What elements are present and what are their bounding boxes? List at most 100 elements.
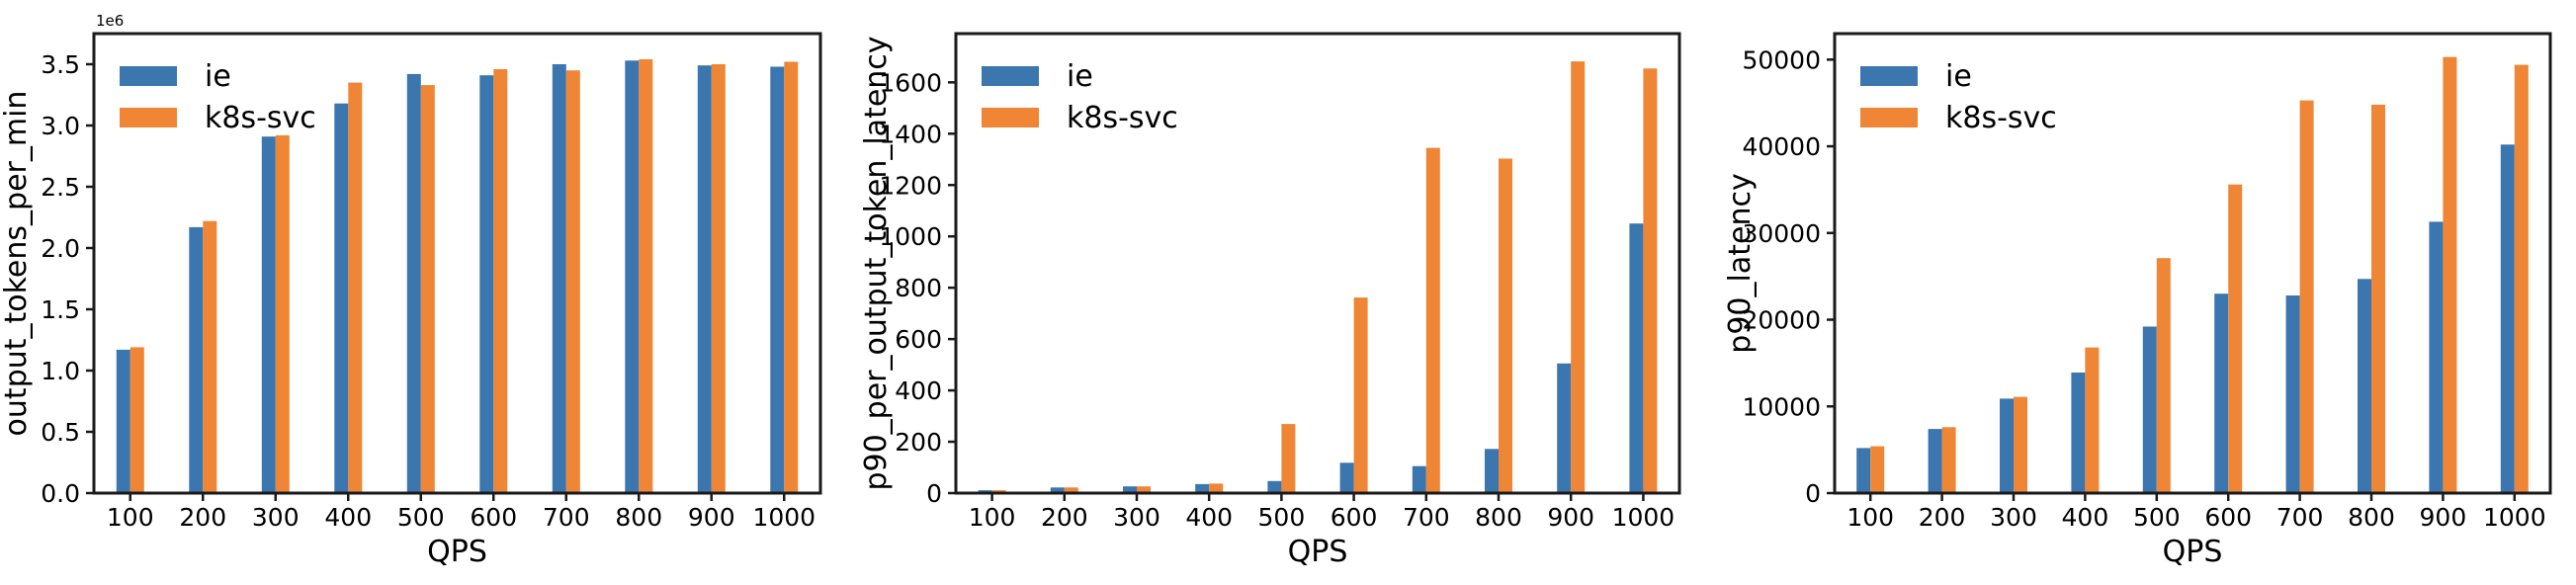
- y-tick-label: 600: [895, 325, 942, 354]
- bar-ie-qps-500: [1267, 480, 1282, 493]
- y-axis-offset-label: 1e6: [96, 12, 124, 30]
- bar-ie-qps-200: [1928, 429, 1942, 493]
- legend-label-ie: ie: [205, 59, 231, 94]
- bar-ie-qps-700: [1412, 465, 1426, 493]
- chart-panel-p90-latency: 0 10000 20000 30000 40000 50000 100 200 300 400 50…: [1717, 0, 2576, 585]
- bar-k8s-svc-qps-1000: [2514, 64, 2529, 493]
- y-tick-label: 50000: [1742, 45, 1821, 74]
- bar-ie-qps-800: [2358, 279, 2371, 493]
- bar-k8s-svc-qps-600: [1353, 297, 1368, 493]
- y-tick-label: 1600: [879, 68, 942, 97]
- bar-ie-qps-900: [697, 65, 712, 493]
- y-axis-label: output_tokens_per_min: [0, 91, 34, 437]
- y-tick-label: 10000: [1742, 392, 1821, 421]
- bar-k8s-svc-qps-1000: [1643, 68, 1658, 494]
- bar-ie-qps-1000: [1629, 223, 1644, 493]
- y-tick-label: 0.0: [41, 479, 80, 508]
- legend-swatch-ie: [1860, 66, 1918, 86]
- bar-ie-qps-500: [406, 73, 421, 494]
- y-tick-label: 0.5: [41, 418, 80, 447]
- bar-k8s-svc-qps-1000: [784, 61, 799, 493]
- bar-k8s-svc-qps-200: [203, 220, 217, 493]
- bar-k8s-svc-qps-800: [639, 59, 653, 493]
- y-tick-label: 2.0: [41, 234, 80, 263]
- x-tick-label: 700: [1403, 503, 1450, 532]
- x-tick-label: 100: [107, 503, 154, 532]
- x-axis-label: QPS: [2163, 535, 2223, 569]
- bar-ie-qps-400: [334, 103, 349, 493]
- x-axis-label: QPS: [1288, 535, 1348, 569]
- x-tick-label: 1000: [1612, 503, 1675, 532]
- y-tick-label: 1400: [879, 120, 942, 148]
- axes-spines: [92, 32, 822, 495]
- x-tick-label: 500: [397, 503, 445, 532]
- legend-swatch-k8s-svc: [120, 108, 177, 127]
- x-tick-label: 500: [1258, 503, 1306, 532]
- bar-ie-qps-700: [552, 64, 566, 493]
- legend-label-ie: ie: [1945, 59, 1972, 94]
- legend-swatch-ie: [120, 66, 177, 86]
- axes-spines: [1833, 32, 2552, 495]
- bar-ie-qps-300: [1123, 486, 1137, 493]
- y-tick-label: 800: [895, 274, 942, 302]
- bar-k8s-svc-qps-100: [1870, 446, 1885, 493]
- bar-k8s-svc-qps-600: [493, 69, 508, 493]
- x-tick-label: 900: [1547, 503, 1594, 532]
- x-tick-label: 200: [1919, 503, 1966, 532]
- bar-ie-qps-400: [1195, 483, 1210, 493]
- bar-ie-qps-100: [1856, 448, 1871, 493]
- series-k8s-svc: [991, 61, 1658, 494]
- y-tick-label: 200: [895, 428, 942, 457]
- bar-ie-qps-300: [261, 136, 276, 493]
- x-tick-label: 600: [470, 503, 517, 532]
- bar-k8s-svc-qps-700: [1425, 147, 1440, 493]
- bar-k8s-svc-qps-900: [2443, 56, 2457, 493]
- bar-k8s-svc-qps-700: [565, 70, 580, 493]
- x-tick-label: 400: [2062, 503, 2109, 532]
- x-tick-label: 800: [2348, 503, 2395, 532]
- bar-ie-qps-600: [2214, 293, 2229, 493]
- x-tick-label: 300: [1990, 503, 2037, 532]
- bar-k8s-svc-qps-400: [348, 82, 363, 493]
- bar-k8s-svc-qps-200: [1064, 487, 1078, 493]
- series-ie: [116, 60, 785, 494]
- bar-ie-qps-500: [2142, 326, 2157, 493]
- legend-label-k8s-svc: k8s-svc: [1067, 101, 1178, 135]
- x-tick-label: 200: [1041, 503, 1088, 532]
- bar-k8s-svc-qps-400: [2085, 347, 2100, 493]
- bar-k8s-svc-qps-800: [1499, 158, 1512, 493]
- y-tick-label: 1.5: [41, 295, 80, 324]
- y-tick-label: 2.5: [41, 173, 80, 202]
- series-k8s-svc: [129, 59, 799, 493]
- bar-k8s-svc-qps-900: [711, 64, 726, 493]
- y-tick-label: 40000: [1742, 132, 1821, 161]
- series-ie: [978, 223, 1644, 493]
- legend: ie k8s-svc: [1860, 59, 2057, 135]
- y-tick-label: 0: [1805, 479, 1821, 508]
- x-tick-label: 200: [179, 503, 226, 532]
- x-tick-label: 800: [615, 503, 662, 532]
- bar-k8s-svc-qps-600: [2228, 184, 2243, 493]
- y-tick-label: 1200: [879, 171, 942, 200]
- legend: ie k8s-svc: [120, 59, 316, 135]
- bar-ie-qps-100: [116, 349, 130, 493]
- bar-k8s-svc-qps-400: [1209, 483, 1224, 493]
- bar-ie-qps-1000: [770, 66, 785, 493]
- bar-k8s-svc-qps-300: [275, 134, 290, 493]
- bar-k8s-svc-qps-300: [2014, 396, 2027, 493]
- x-tick-label: 300: [252, 503, 300, 532]
- x-tick-label: 1000: [752, 503, 816, 532]
- bar-ie-qps-300: [2000, 398, 2014, 493]
- x-tick-label: 400: [324, 503, 372, 532]
- y-tick-label: 400: [895, 376, 942, 405]
- y-tick-label: 0: [926, 479, 942, 508]
- bar-ie-qps-600: [1339, 462, 1354, 493]
- y-tick-label: 20000: [1742, 306, 1821, 335]
- y-axis-label: p90_per_output_token_latency: [859, 36, 894, 490]
- bar-k8s-svc-qps-500: [1281, 424, 1296, 493]
- bar-ie-qps-900: [1557, 363, 1572, 493]
- x-tick-label: 700: [2276, 503, 2324, 532]
- legend-swatch-k8s-svc: [1860, 108, 1918, 127]
- legend: ie k8s-svc: [982, 59, 1178, 135]
- bar-k8s-svc-qps-100: [129, 347, 144, 493]
